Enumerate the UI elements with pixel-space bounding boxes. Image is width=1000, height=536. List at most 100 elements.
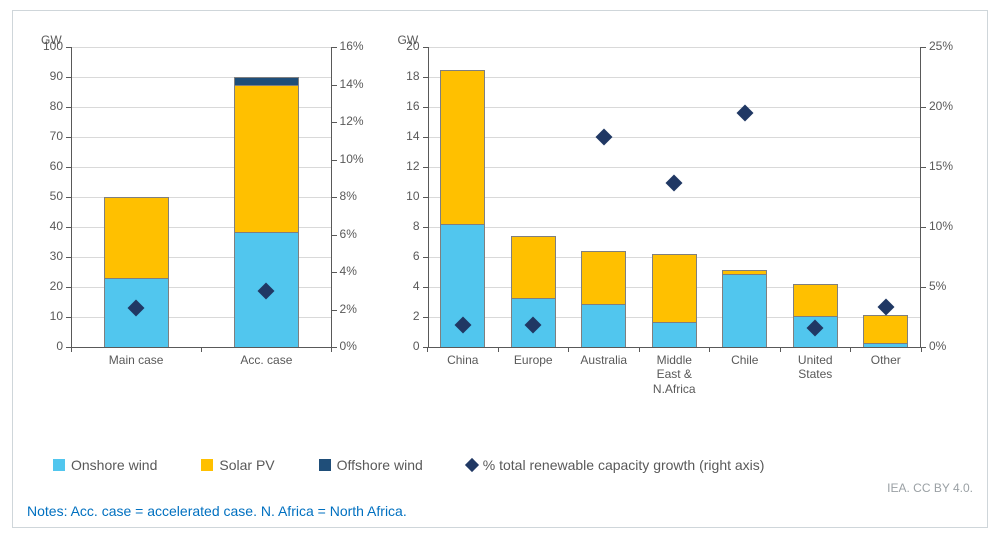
- legend-swatch: [201, 459, 213, 471]
- x-tick-label: Chile: [706, 353, 784, 367]
- y-left-tick-label: 10: [31, 309, 63, 323]
- tick-mark: [332, 347, 337, 348]
- bar-stack: [440, 47, 485, 347]
- chart-left: GW 01020304050607080901000%2%4%6%8%10%12…: [29, 21, 378, 401]
- tick-mark: [201, 347, 202, 352]
- bar-segment-onshore: [581, 304, 626, 348]
- figure-frame: GW 01020304050607080901000%2%4%6%8%10%12…: [12, 10, 988, 528]
- y-left-tick-label: 50: [31, 189, 63, 203]
- y-right-tick-label: 0%: [340, 339, 357, 353]
- y-left-tick-label: 20: [390, 39, 420, 53]
- y-left-axis-line: [428, 47, 429, 347]
- bar-segment-onshore: [652, 322, 697, 348]
- bar-stack: [722, 47, 767, 347]
- bar-segment-onshore: [722, 274, 767, 348]
- bar-segment-solar: [440, 70, 485, 225]
- tick-mark: [71, 347, 72, 352]
- y-right-tick-label: 16%: [340, 39, 364, 53]
- bar-stack: [793, 47, 838, 347]
- y-left-tick-label: 100: [31, 39, 63, 53]
- y-left-tick-label: 18: [390, 69, 420, 83]
- bar-segment-offshore: [234, 77, 299, 85]
- y-right-tick-label: 10%: [929, 219, 953, 233]
- y-left-tick-label: 40: [31, 219, 63, 233]
- y-left-tick-label: 4: [390, 279, 420, 293]
- tick-mark: [332, 310, 337, 311]
- tick-mark: [427, 347, 428, 352]
- notes-text: Notes: Acc. case = accelerated case. N. …: [27, 503, 407, 519]
- y-left-tick-label: 80: [31, 99, 63, 113]
- bar-segment-onshore: [863, 343, 908, 347]
- y-right-tick-label: 0%: [929, 339, 946, 353]
- y-left-tick-label: 60: [31, 159, 63, 173]
- legend-item: % total renewable capacity growth (right…: [467, 457, 765, 473]
- bar-segment-solar: [863, 315, 908, 344]
- bar-segment-solar: [581, 251, 626, 304]
- x-tick-label: Main case: [67, 353, 205, 367]
- tick-mark: [921, 107, 926, 108]
- tick-mark: [780, 347, 781, 352]
- y-left-tick-label: 16: [390, 99, 420, 113]
- tick-mark: [639, 347, 640, 352]
- tick-mark: [331, 347, 332, 352]
- legend: Onshore wind Solar PV Offshore wind % total…: [53, 457, 971, 473]
- bar-stack: [511, 47, 556, 347]
- chart-right: GW 024681012141618200%5%10%15%20%25%Chin…: [388, 21, 971, 401]
- y-right-tick-label: 10%: [340, 152, 364, 166]
- legend-swatch: [53, 459, 65, 471]
- bar-segment-solar: [511, 236, 556, 298]
- diamond-marker-icon: [465, 458, 479, 472]
- y-left-axis-line: [71, 47, 72, 347]
- tick-mark: [921, 287, 926, 288]
- bar-segment-solar: [104, 197, 169, 278]
- y-right-tick-label: 2%: [340, 302, 357, 316]
- y-left-tick-label: 0: [390, 339, 420, 353]
- tick-mark: [332, 85, 337, 86]
- y-left-tick-label: 30: [31, 249, 63, 263]
- tick-mark: [332, 235, 337, 236]
- y-left-tick-label: 10: [390, 189, 420, 203]
- x-tick-label: Acc. case: [197, 353, 335, 367]
- y-right-tick-label: 15%: [929, 159, 953, 173]
- legend-label: Solar PV: [219, 457, 274, 473]
- tick-mark: [921, 347, 926, 348]
- y-left-tick-label: 14: [390, 129, 420, 143]
- tick-mark: [568, 347, 569, 352]
- tick-mark: [498, 347, 499, 352]
- y-left-tick-label: 6: [390, 249, 420, 263]
- bar-stack: [581, 47, 626, 347]
- bar-stack: [234, 47, 299, 347]
- legend-item: Onshore wind: [53, 457, 157, 473]
- plot-area-left: 01020304050607080901000%2%4%6%8%10%12%14…: [71, 47, 332, 347]
- y-right-axis-line: [920, 47, 921, 347]
- tick-mark: [921, 167, 926, 168]
- tick-mark: [332, 197, 337, 198]
- legend-label: Offshore wind: [337, 457, 423, 473]
- tick-mark: [709, 347, 710, 352]
- x-tick-label: China: [424, 353, 502, 367]
- y-right-tick-label: 25%: [929, 39, 953, 53]
- tick-mark: [332, 160, 337, 161]
- x-tick-label: MiddleEast &N.Africa: [635, 353, 713, 396]
- y-left-tick-label: 20: [31, 279, 63, 293]
- y-right-tick-label: 6%: [340, 227, 357, 241]
- x-tick-label: Europe: [494, 353, 572, 367]
- y-right-tick-label: 8%: [340, 189, 357, 203]
- y-right-tick-label: 12%: [340, 114, 364, 128]
- tick-mark: [332, 272, 337, 273]
- y-right-tick-label: 5%: [929, 279, 946, 293]
- y-left-tick-label: 8: [390, 219, 420, 233]
- bar-segment-solar: [722, 270, 767, 274]
- tick-mark: [921, 227, 926, 228]
- y-right-tick-label: 4%: [340, 264, 357, 278]
- screenshot-root: GW 01020304050607080901000%2%4%6%8%10%12…: [0, 0, 1000, 536]
- y-left-tick-label: 70: [31, 129, 63, 143]
- y-right-axis-line: [331, 47, 332, 347]
- tick-mark: [332, 122, 337, 123]
- y-right-tick-label: 20%: [929, 99, 953, 113]
- x-tick-label: UnitedStates: [776, 353, 854, 382]
- x-tick-label: Australia: [565, 353, 643, 367]
- bar-segment-solar: [234, 85, 299, 232]
- y-right-tick-label: 14%: [340, 77, 364, 91]
- attribution-text: IEA. CC BY 4.0.: [887, 481, 973, 495]
